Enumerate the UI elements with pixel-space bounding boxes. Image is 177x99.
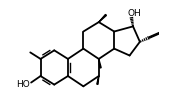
Polygon shape: [99, 14, 106, 22]
Polygon shape: [97, 76, 99, 84]
Text: HO: HO: [16, 80, 29, 89]
Polygon shape: [99, 59, 101, 68]
Text: OH: OH: [127, 9, 141, 18]
